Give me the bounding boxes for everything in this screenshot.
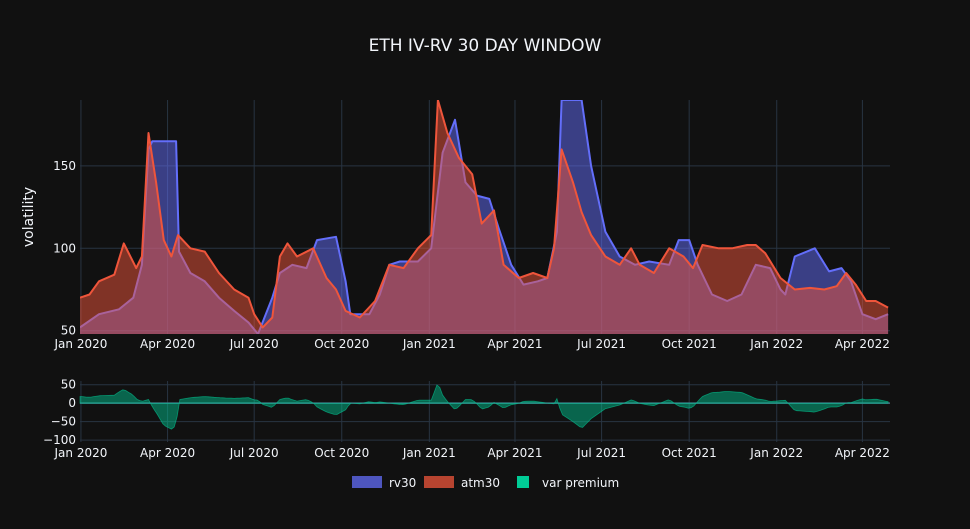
main-xtick-7: Oct 2021 — [662, 337, 717, 351]
main-xtick-5: Apr 2021 — [487, 337, 542, 351]
sub-xtick-4: Jan 2021 — [402, 446, 456, 460]
sub-xtick-7: Oct 2021 — [662, 446, 717, 460]
main-xtick-9: Apr 2022 — [835, 337, 890, 351]
main-xtick-3: Oct 2020 — [314, 337, 369, 351]
main-xtick-0: Jan 2020 — [54, 337, 108, 351]
sub-xtick-0: Jan 2020 — [54, 446, 108, 460]
legend-item-var-premium[interactable]: var premium — [517, 476, 619, 490]
legend-label-var-premium: var premium — [542, 476, 619, 490]
series-line-atm30 — [80, 100, 889, 329]
sub-xtick-8: Jan 2022 — [749, 446, 803, 460]
sub-xtick-1: Apr 2020 — [140, 446, 195, 460]
sub-xtick-9: Apr 2022 — [835, 446, 890, 460]
sub-plot-area — [79, 384, 889, 430]
main-series-group — [80, 100, 889, 334]
sub-ytick-0: 50 — [61, 378, 76, 392]
main-xtick-8: Jan 2022 — [749, 337, 803, 351]
main-plot-area — [80, 100, 889, 334]
series-area-atm30 — [80, 100, 889, 334]
legend-swatch-var-premium — [517, 476, 529, 488]
sub-y-axis: 50 0 −50 −100 — [43, 378, 76, 447]
main-ytick-0: 50 — [61, 324, 76, 338]
legend-item-rv30[interactable]: rv30 — [352, 476, 416, 490]
legend-label-atm30: atm30 — [461, 476, 500, 490]
chart-title: ETH IV-RV 30 DAY WINDOW — [369, 36, 602, 56]
legend-label-rv30: rv30 — [389, 476, 416, 490]
sub-ytick-2: −50 — [51, 415, 76, 429]
main-xtick-4: Jan 2021 — [402, 337, 456, 351]
sub-xtick-3: Oct 2020 — [314, 446, 369, 460]
main-xtick-1: Apr 2020 — [140, 337, 195, 351]
main-ytick-2: 150 — [53, 159, 76, 173]
sub-x-axis: Jan 2020 Apr 2020 Jul 2020 Oct 2020 Jan 2021… — [54, 446, 890, 460]
sub-ytick-1: 0 — [68, 396, 76, 410]
legend: rv30 atm30 var premium — [352, 476, 619, 490]
main-xtick-6: Jul 2021 — [576, 337, 626, 351]
legend-item-atm30[interactable]: atm30 — [424, 476, 500, 490]
main-xtick-2: Jul 2020 — [229, 337, 279, 351]
legend-swatch-rv30 — [352, 476, 382, 488]
sub-xtick-2: Jul 2020 — [229, 446, 279, 460]
sub-xtick-5: Apr 2021 — [487, 446, 542, 460]
series-area-var-premium — [79, 384, 889, 430]
main-x-axis: Jan 2020 Apr 2020 Jul 2020 Oct 2020 Jan 2021… — [54, 337, 890, 351]
main-ytick-1: 100 — [53, 241, 76, 255]
sub-xtick-6: Jul 2021 — [576, 446, 626, 460]
y-axis-label: volatility — [21, 187, 37, 247]
main-y-axis: 50 100 150 — [53, 159, 76, 338]
legend-swatch-atm30 — [424, 476, 454, 488]
sub-ytick-3: −100 — [43, 433, 76, 447]
